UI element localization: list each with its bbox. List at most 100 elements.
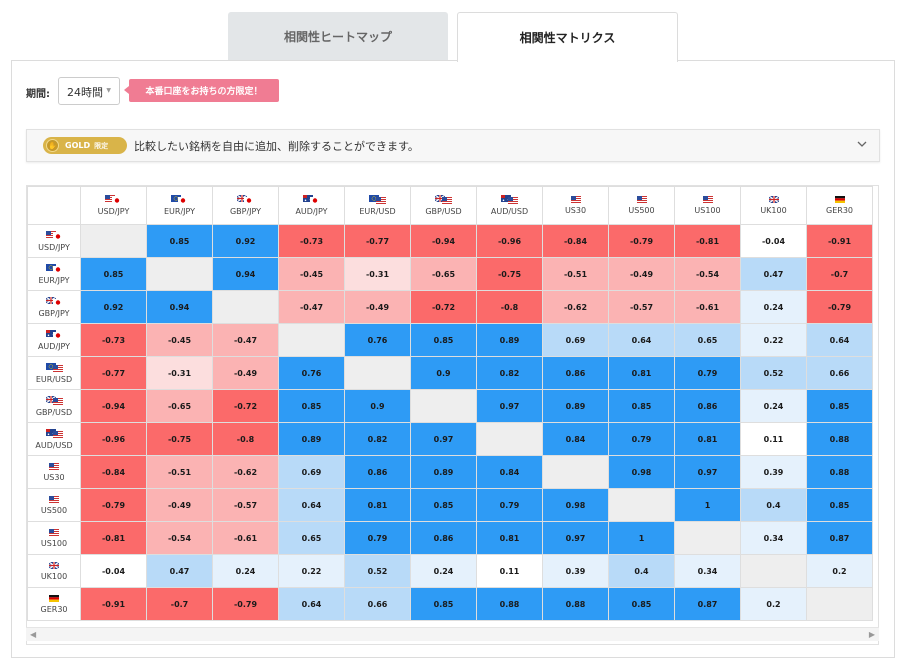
correlation-cell: 0.89 (476, 323, 543, 357)
correlation-cell: -0.7 (146, 587, 213, 621)
correlation-cell: 0.34 (674, 554, 741, 588)
correlation-cell: -0.51 (146, 455, 213, 489)
correlation-cell: 0.65 (278, 521, 345, 555)
correlation-cell: 0.86 (344, 455, 411, 489)
correlation-cell: -0.62 (542, 290, 609, 324)
gold-coin-icon: ✋ (46, 139, 59, 152)
correlation-cell: -0.61 (674, 290, 741, 324)
correlation-cell: 0.86 (542, 356, 609, 390)
correlation-cell: -0.45 (146, 323, 213, 357)
correlation-cell: 0.24 (740, 389, 807, 423)
column-header: US100 (674, 186, 741, 225)
correlation-cell: -0.75 (146, 422, 213, 456)
period-select[interactable]: 24時間 ▼ (58, 77, 120, 105)
correlation-cell: 0.82 (344, 422, 411, 456)
correlation-cell: 0.85 (410, 488, 477, 522)
row-label: GBP/USD (35, 407, 73, 417)
table-row: GER30 -0.91 -0.7 -0.79 0.64 0.66 0.85 0.88 0.88 0… (27, 587, 873, 621)
scroll-right-icon[interactable]: ▶ (868, 630, 875, 639)
correlation-cell: 0.22 (740, 323, 807, 357)
correlation-cell: 0.24 (740, 290, 807, 324)
gold-feature-banner[interactable]: ✋ GOLD 限定 比較したい銘柄を自由に追加、削除することができます。 (26, 129, 880, 162)
correlation-cell: 0.85 (806, 389, 873, 423)
column-header: UK100 (740, 186, 807, 225)
diagonal-cell (410, 389, 477, 423)
chevron-down-icon[interactable] (857, 139, 867, 149)
tab-correlation-heatmap[interactable]: 相関性ヒートマップ (228, 12, 448, 61)
correlation-cell: 0.98 (608, 455, 675, 489)
table-row: GBP/JPY 0.92 0.94 -0.47 -0.49 -0.72 -0.8 -0.62-… (27, 290, 873, 324)
column-header: US30 (542, 186, 609, 225)
flag-icon (237, 195, 254, 204)
flag-icon (702, 196, 713, 203)
flag-icon (45, 395, 63, 405)
flag-icon (49, 594, 59, 602)
correlation-cell: 0.79 (608, 422, 675, 456)
flag-icon (570, 196, 581, 203)
correlation-cell: 0.85 (278, 389, 345, 423)
row-label: US100 (40, 538, 68, 548)
correlation-cell: 0.85 (410, 323, 477, 357)
correlation-cell: 0.81 (344, 488, 411, 522)
column-label: US500 (628, 206, 655, 215)
correlation-cell: -0.49 (344, 290, 411, 324)
flag-icon (45, 230, 63, 240)
horizontal-scrollbar[interactable]: ◀ ▶ (26, 627, 879, 641)
flag-icon (49, 495, 59, 503)
correlation-cell: 0.81 (674, 422, 741, 456)
correlation-cell: 0.24 (212, 554, 279, 588)
correlation-cell: 0.88 (476, 587, 543, 621)
correlation-cell: 0.64 (806, 323, 873, 357)
correlation-cell: 0.92 (212, 224, 279, 258)
correlation-cell: -0.8 (212, 422, 279, 456)
row-label: AUD/USD (35, 440, 73, 450)
flag-icon (435, 195, 452, 204)
correlation-cell: 0.89 (410, 455, 477, 489)
correlation-cell: 0.52 (344, 554, 411, 588)
flag-icon (171, 195, 188, 204)
correlation-cell: -0.45 (278, 257, 345, 291)
correlation-cell: 0.47 (740, 257, 807, 291)
table-row: USD/JPY 0.85 0.92 -0.73 -0.77 -0.94 -0.96 -0.84… (27, 224, 873, 258)
diagonal-cell (278, 323, 345, 357)
correlation-cell: 0.11 (740, 422, 807, 456)
correlation-cell: 0.76 (278, 356, 345, 390)
table-row: AUD/USD -0.96 -0.75 -0.8 0.89 0.82 0.97 0.84 0.7… (27, 422, 873, 456)
row-header: GER30 (27, 587, 81, 621)
correlation-cell: -0.72 (212, 389, 279, 423)
correlation-cell: 0.87 (806, 521, 873, 555)
corner-cell (27, 186, 81, 225)
correlation-table: USD/JPY EUR/JPY GBP/JPY AUD/JPY EUR/USD GBP/U… (27, 186, 873, 621)
correlation-cell: 0.34 (740, 521, 807, 555)
correlation-cell: 0.9 (344, 389, 411, 423)
correlation-cell: 0.66 (806, 356, 873, 390)
correlation-cell: 0.94 (212, 257, 279, 291)
correlation-cell: -0.81 (674, 224, 741, 258)
correlation-cell: -0.57 (608, 290, 675, 324)
row-header: GBP/JPY (27, 290, 81, 324)
row-header: US100 (27, 521, 81, 555)
correlation-cell: -0.84 (542, 224, 609, 258)
table-row: US500 -0.79 -0.49 -0.57 0.64 0.81 0.85 0.79 0.98… (27, 488, 873, 522)
tab-correlation-matrix[interactable]: 相関性マトリクス (457, 12, 678, 62)
row-header: GBP/USD (27, 389, 81, 423)
correlation-cell: 0.89 (542, 389, 609, 423)
diagonal-cell (146, 257, 213, 291)
table-row: US30 -0.84 -0.51 -0.62 0.69 0.86 0.89 0.84 0.98 0… (27, 455, 873, 489)
correlation-cell: 0.79 (476, 488, 543, 522)
row-header: USD/JPY (27, 224, 81, 258)
column-header: GBP/JPY (212, 186, 279, 225)
correlation-cell: 0.85 (410, 587, 477, 621)
column-header: US500 (608, 186, 675, 225)
correlation-cell: -0.91 (80, 587, 147, 621)
correlation-cell: -0.96 (476, 224, 543, 258)
correlation-cell: -0.91 (806, 224, 873, 258)
correlation-cell: 0.85 (146, 224, 213, 258)
matrix-body: USD/JPY 0.85 0.92 -0.73 -0.77 -0.94 -0.96 -0.84… (27, 224, 873, 621)
column-header: USD/JPY (80, 186, 147, 225)
table-row: EUR/JPY 0.85 0.94 -0.45 -0.31 -0.65 -0.75 -0.51… (27, 257, 873, 291)
table-row: AUD/JPY -0.73 -0.45 -0.47 0.76 0.85 0.89 0.69 0.… (27, 323, 873, 357)
correlation-cell: 0.76 (344, 323, 411, 357)
correlation-cell: -0.79 (80, 488, 147, 522)
scroll-left-icon[interactable]: ◀ (30, 630, 37, 639)
